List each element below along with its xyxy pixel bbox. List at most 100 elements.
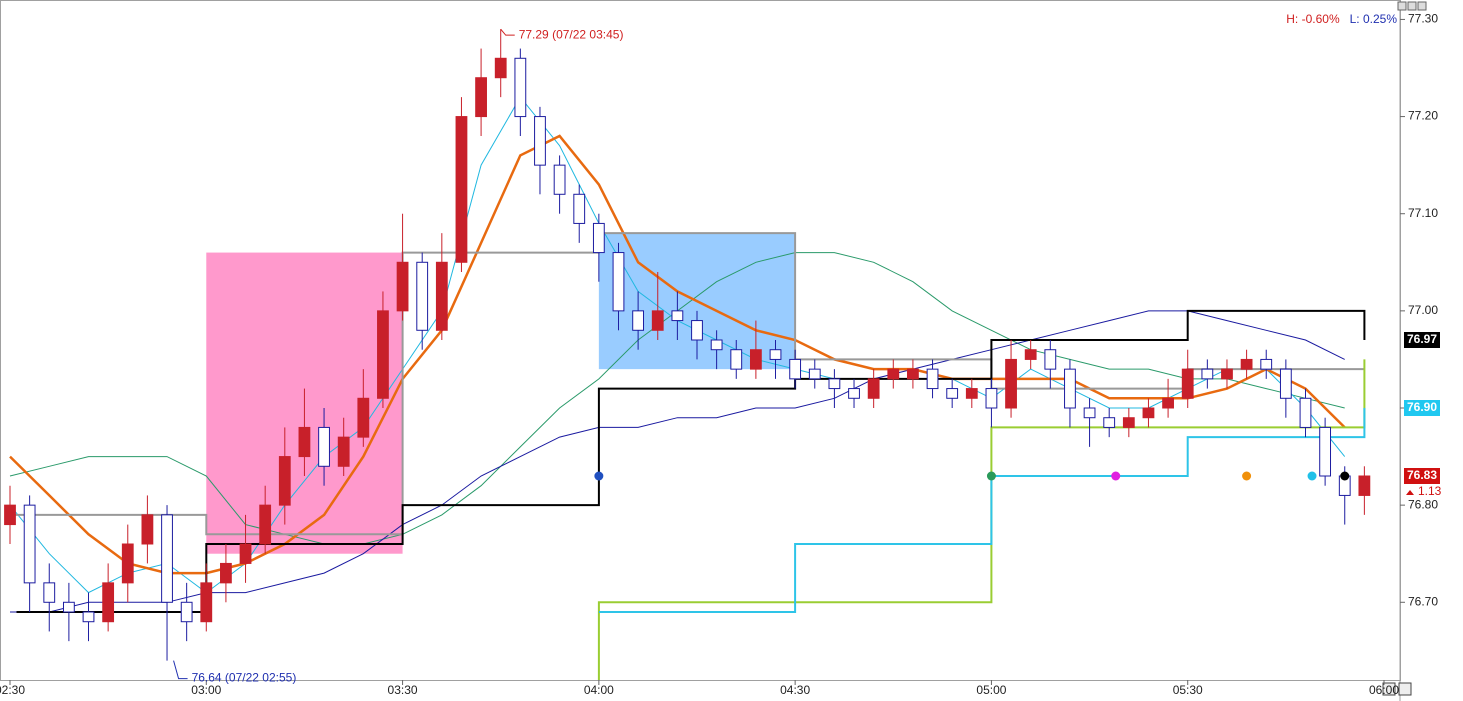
price-tag: [1404, 468, 1440, 484]
y-tick-label: 76.70: [1408, 594, 1438, 608]
change-arrow: [1406, 490, 1414, 495]
candle-body: [318, 426, 330, 467]
price-tag: [1404, 332, 1440, 348]
candle-body: [1240, 358, 1253, 370]
annotation-leader: [173, 660, 188, 680]
range-high: H: -0.60%: [1286, 12, 1340, 26]
x-tick-label: 04:30: [780, 683, 810, 697]
y-tick-label: 77.10: [1408, 206, 1438, 220]
candle-body: [121, 543, 134, 584]
candle-body: [534, 116, 546, 166]
candle-body: [514, 57, 527, 118]
x-tick-label: 02:30: [0, 683, 25, 697]
candle-body: [180, 601, 193, 623]
candle-body: [965, 388, 978, 399]
candle-body: [1142, 407, 1155, 419]
toolbar-button[interactable]: [1397, 1, 1407, 11]
range-low: L: 0.25%: [1350, 12, 1398, 26]
candle-body: [1005, 358, 1017, 409]
x-tick-label: 03:00: [191, 683, 221, 697]
candle-body: [4, 504, 16, 526]
candle-body: [651, 310, 664, 331]
candle-body: [494, 57, 507, 79]
candle-body: [1260, 358, 1273, 370]
candle-body: [769, 349, 782, 360]
candle-body: [691, 320, 703, 341]
candle-body: [1221, 368, 1233, 380]
candle-body: [1044, 349, 1057, 370]
candle-body: [808, 368, 821, 380]
indicator-line: [9, 134, 1346, 575]
candle-body: [435, 261, 448, 331]
candle-body: [259, 504, 272, 545]
signal-dot: [1340, 471, 1350, 481]
candle-body: [730, 349, 743, 370]
candle-body: [161, 514, 173, 603]
candle-body: [102, 582, 115, 623]
zoom-button[interactable]: [1398, 682, 1412, 696]
price-tag-label: 76.90: [1407, 400, 1437, 414]
y-tick-label: 77.00: [1408, 303, 1438, 317]
toolbar[interactable]: [1382, 1, 1427, 696]
candle-body: [1083, 407, 1096, 419]
candle-body: [1103, 417, 1116, 428]
candle-body: [475, 77, 487, 118]
plot: [4, 29, 1371, 680]
candle-body: [298, 426, 311, 458]
candle-body: [396, 261, 409, 312]
candle-body: [82, 611, 95, 623]
candle-body: [592, 222, 605, 254]
x-tick-label: 05:00: [976, 683, 1006, 697]
candle-body: [887, 368, 900, 380]
candle-body: [337, 436, 350, 467]
candle-body: [23, 504, 36, 584]
candle-body: [377, 310, 389, 399]
edit-button[interactable]: [1382, 682, 1396, 696]
indicator-line: [10, 310, 1345, 613]
y-tick-label: 76.80: [1408, 497, 1438, 511]
x-tick-label: 04:00: [584, 683, 614, 697]
candle-body: [632, 310, 645, 331]
candle-body: [710, 339, 723, 351]
toolbar-button[interactable]: [1407, 1, 1417, 11]
toolbar-button[interactable]: [1417, 1, 1427, 11]
candle-body: [1024, 349, 1037, 360]
candle-body: [867, 378, 880, 399]
price-tag: [1404, 400, 1440, 416]
signal-dot: [594, 471, 604, 481]
x-tick-label: 06:00: [1369, 683, 1399, 697]
candle-body: [1064, 368, 1076, 409]
annotation-leader: [500, 28, 515, 36]
signal-dot: [1307, 471, 1317, 481]
signal-dot: [1111, 471, 1121, 481]
price-tag-label: 76.83: [1407, 468, 1437, 482]
candle-body: [946, 388, 959, 399]
candle-body: [62, 601, 75, 613]
signal-dot: [1242, 471, 1252, 481]
candle-body: [43, 582, 56, 603]
candle-body: [553, 164, 566, 195]
candle-body: [848, 388, 860, 399]
candle-body: [926, 368, 939, 390]
candle-body: [1279, 368, 1292, 399]
candle-body: [455, 116, 468, 263]
candle-body: [200, 582, 213, 623]
signal-dot: [986, 471, 996, 481]
candle-body: [239, 543, 252, 564]
candle-body: [1162, 397, 1174, 409]
candle-body: [573, 193, 586, 224]
candle-body: [749, 349, 762, 370]
x-tick-label: 05:30: [1173, 683, 1203, 697]
indicator-line: [16, 309, 1366, 613]
change-label: 1.13: [1418, 484, 1442, 498]
price-tag-label: 76.97: [1407, 332, 1437, 346]
indicator-line: [10, 232, 1365, 536]
candle-body: [357, 397, 370, 438]
candle-body: [789, 358, 802, 380]
candle-body: [1299, 397, 1312, 428]
candle-body: [1319, 426, 1332, 477]
annotation-label: 76.64 (07/22 02:55): [192, 671, 297, 685]
x-tick-label: 03:30: [388, 683, 418, 697]
candle-body: [985, 388, 998, 409]
